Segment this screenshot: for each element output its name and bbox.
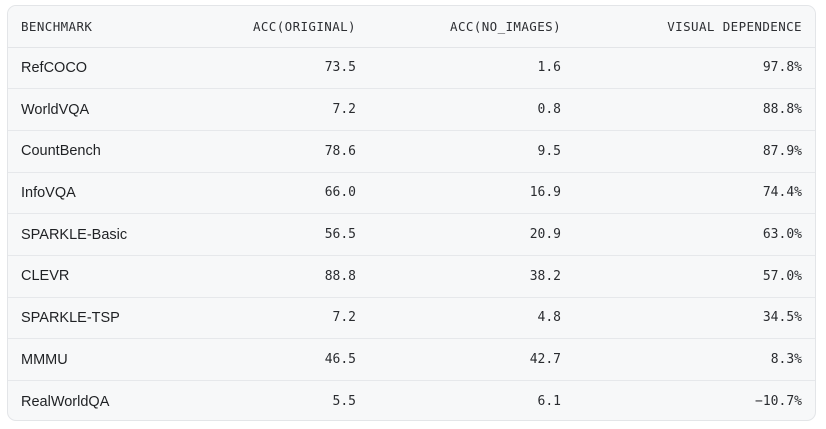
header-benchmark: BENCHMARK: [8, 6, 208, 48]
table-row: CLEVR 88.8 38.2 57.0%: [8, 255, 815, 298]
header-row: BENCHMARK ACC(ORIGINAL) ACC(NO_IMAGES) V…: [8, 6, 815, 48]
benchmark-table: BENCHMARK ACC(ORIGINAL) ACC(NO_IMAGES) V…: [8, 6, 815, 421]
cell-acc-no-images: 38.2: [364, 255, 569, 298]
cell-benchmark: CountBench: [8, 130, 208, 173]
table-body: RefCOCO 73.5 1.6 97.8% WorldVQA 7.2 0.8 88.8% Co…: [8, 47, 815, 421]
cell-benchmark: InfoVQA: [8, 172, 208, 215]
cell-acc-no-images: 42.7: [364, 338, 569, 381]
cell-acc-original: 46.5: [208, 338, 364, 381]
cell-visual-dependence: −10.7%: [755, 394, 802, 410]
cell-benchmark: SPARKLE-TSP: [8, 297, 208, 340]
table-header: BENCHMARK ACC(ORIGINAL) ACC(NO_IMAGES) V…: [8, 6, 815, 48]
cell-visual-dependence: 34.5%: [569, 297, 815, 340]
table-row: RealWorldQA 5.5 6.1 −10.7%: [8, 381, 815, 421]
cell-acc-no-images: 16.9: [364, 172, 569, 215]
table-row: RefCOCO 73.5 1.6 97.8%: [8, 47, 815, 90]
cell-acc-original: 73.5: [208, 47, 364, 90]
table-row: InfoVQA 66.0 16.9 74.4%: [8, 172, 815, 215]
cell-acc-no-images: 20.9: [364, 213, 569, 256]
cell-acc-original: 7.2: [208, 297, 364, 340]
table-row: MMMU 46.5 42.7 8.3%: [8, 338, 815, 381]
cell-visual-dependence: 8.3%: [569, 338, 815, 381]
header-acc-original: ACC(ORIGINAL): [208, 6, 364, 48]
cell-acc-original: 5.5: [332, 394, 356, 410]
cell-acc-original: 7.2: [208, 88, 364, 131]
cell-acc-original: 56.5: [208, 213, 364, 256]
cell-acc-original: 66.0: [208, 172, 364, 215]
cell-benchmark: WorldVQA: [8, 88, 208, 131]
benchmark-table-card: BENCHMARK ACC(ORIGINAL) ACC(NO_IMAGES) V…: [7, 5, 816, 421]
cell-benchmark: RealWorldQA: [21, 393, 110, 410]
table-row: CountBench 78.6 9.5 87.9%: [8, 130, 815, 173]
cell-acc-no-images: 6.1: [537, 394, 561, 410]
cell-acc-no-images: 1.6: [364, 47, 569, 90]
cell-visual-dependence: 63.0%: [569, 213, 815, 256]
cell-acc-no-images: 0.8: [364, 88, 569, 131]
table-row: WorldVQA 7.2 0.8 88.8%: [8, 88, 815, 131]
cell-visual-dependence: 74.4%: [569, 172, 815, 215]
cell-visual-dependence: 87.9%: [569, 130, 815, 173]
cell-acc-original: 78.6: [208, 130, 364, 173]
header-acc-no-images: ACC(NO_IMAGES): [364, 6, 569, 48]
cell-benchmark: SPARKLE-Basic: [8, 213, 208, 256]
cell-benchmark: CLEVR: [8, 255, 208, 298]
header-visual-dependence: VISUAL DEPENDENCE: [569, 6, 815, 48]
cell-benchmark: MMMU: [8, 338, 208, 381]
cell-acc-no-images: 9.5: [364, 130, 569, 173]
cell-visual-dependence: 88.8%: [569, 88, 815, 131]
cell-acc-no-images: 4.8: [364, 297, 569, 340]
cell-acc-original: 88.8: [208, 255, 364, 298]
table-row: SPARKLE-Basic 56.5 20.9 63.0%: [8, 213, 815, 256]
cell-benchmark: RefCOCO: [8, 47, 208, 90]
cell-visual-dependence: 57.0%: [569, 255, 815, 298]
cell-visual-dependence: 97.8%: [569, 47, 815, 90]
table-row: SPARKLE-TSP 7.2 4.8 34.5%: [8, 297, 815, 340]
